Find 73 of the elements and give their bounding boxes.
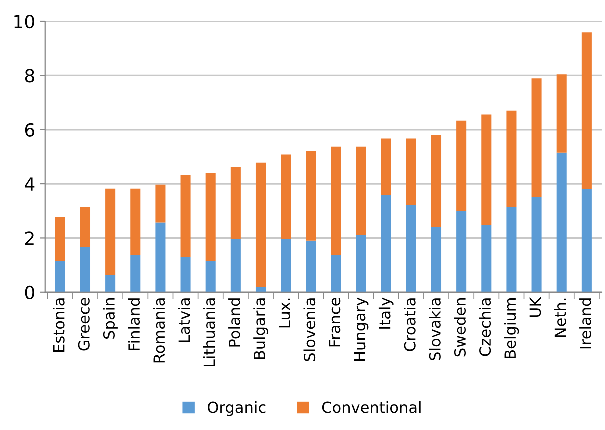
bar [532,197,542,292]
bar [80,247,91,292]
bar [532,78,542,198]
bar [281,239,292,292]
bar [582,32,592,190]
bar [281,154,292,240]
bar [180,257,191,292]
bar [80,207,91,248]
legend-label: Conventional [322,401,421,414]
x-tick-label: Lithuania [203,298,216,367]
bar [306,240,316,292]
bar [256,162,266,288]
bar [381,195,392,292]
bar [106,275,116,292]
y-tick-label: 2 [25,232,34,246]
bar [55,261,66,292]
x-tick-label: Greece [78,298,90,351]
bar [230,166,241,240]
bar [406,138,416,206]
bar [381,138,392,196]
x-tick-label: Italy [378,298,394,329]
y-tick-label: 4 [25,178,35,191]
y-tick-label: 6 [25,123,35,137]
x-tick-label: France [329,298,341,347]
x-tick-label: Poland [228,298,240,347]
x-tick-label: Ireland [580,298,592,349]
x-tick-label: Lux. [279,298,290,328]
bar [456,211,467,292]
bar [582,189,592,292]
x-tick-label: Spain [103,298,118,339]
bar [356,146,366,236]
x-tick-label: Latvia [178,298,190,342]
bar [356,235,366,292]
bar [130,188,141,256]
bar [556,152,567,292]
x-tick-label: Romania [153,298,166,363]
bar [482,114,492,226]
x-tick-label: Estonia [53,298,65,352]
x-tick-label: Neth. [554,298,566,338]
x-tick-label: Slovenia [304,298,316,362]
bar [406,205,416,292]
bar [106,188,116,276]
bar [55,217,66,262]
legend-label: Organic [208,401,266,416]
bar [331,255,342,292]
bar [130,255,141,292]
bar [206,173,216,262]
bar [230,239,241,292]
x-tick-label: Finland [128,298,140,350]
bar [431,135,442,228]
bar [482,225,492,292]
bar [506,207,517,292]
x-tick-label: Sweden [454,298,466,357]
y-tick-label: 0 [25,286,34,300]
bar [431,227,442,292]
bar [156,222,166,292]
bar [331,146,342,256]
x-tick-label: Croatia [404,298,416,352]
bar [206,261,216,292]
bar [156,184,166,223]
y-tick-label: 8 [25,69,34,83]
bar [180,175,191,258]
x-tick-label: Slovakia [429,298,441,360]
bar [506,110,517,208]
x-tick-label: Bulgaria [254,298,268,360]
bar [556,74,567,153]
y-tick-label: 10 [14,14,34,29]
x-tick-label: UK [530,296,542,318]
x-tick-label: Belgium [504,298,520,358]
x-tick-label: Czechia [479,298,492,356]
bar [456,120,467,212]
bar [306,150,316,241]
x-tick-label: Hungary [354,298,369,361]
